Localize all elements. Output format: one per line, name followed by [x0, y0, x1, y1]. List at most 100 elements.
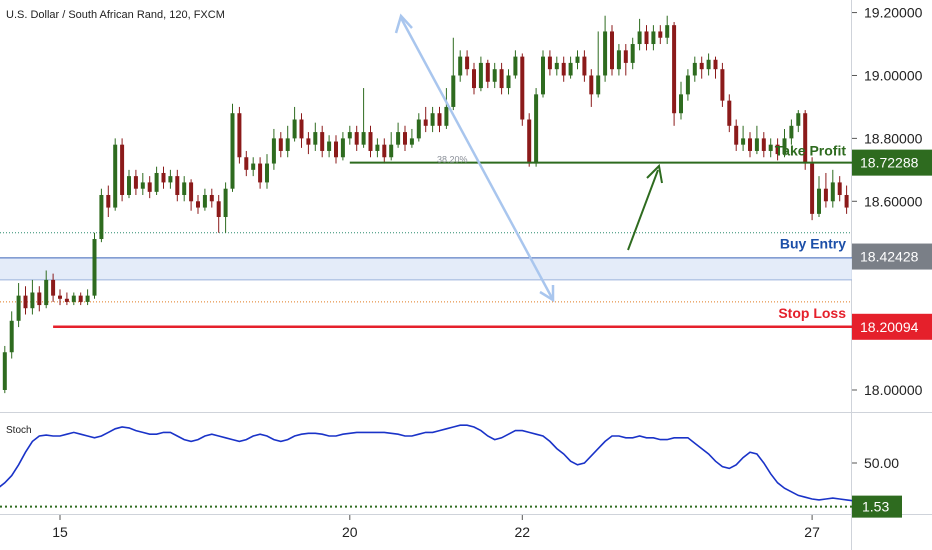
candle-body — [823, 188, 828, 202]
candle-body — [485, 62, 490, 82]
candle-body — [313, 132, 318, 145]
candle-body — [285, 138, 290, 151]
candle-body — [451, 75, 456, 107]
candle-body — [347, 132, 352, 139]
candle-body — [147, 182, 152, 192]
candle-body — [92, 239, 97, 296]
forecast-arrow[interactable] — [627, 163, 663, 251]
candle-body — [223, 188, 228, 218]
candle-body — [9, 320, 14, 353]
price-tick-label: 18.00000 — [864, 382, 923, 398]
stoch-axis: 50.00 — [852, 455, 899, 471]
candlestick-series — [2, 15, 849, 394]
candle-body — [630, 44, 635, 63]
candle-body — [644, 31, 649, 45]
candle-body — [796, 113, 801, 126]
candle-body — [775, 144, 780, 155]
candle-body — [389, 144, 394, 158]
stoch-tick-label: 50.00 — [864, 455, 899, 471]
candle-body — [202, 194, 207, 208]
stoch-label: Stoch — [6, 425, 32, 436]
stoch-line — [0, 424, 889, 507]
candle-body — [409, 138, 414, 145]
candle-body — [334, 141, 338, 158]
candle-body — [685, 75, 690, 95]
candle-body — [458, 56, 463, 76]
stop-loss-price-badge: 18.20094 — [852, 313, 932, 340]
candle-body — [265, 163, 269, 183]
candle-body — [120, 144, 125, 195]
candle-body — [734, 125, 739, 145]
candle-body — [64, 298, 69, 302]
candle-body — [499, 69, 504, 89]
take-profit-label: Take Profit — [775, 143, 847, 159]
candle-body — [472, 69, 476, 89]
svg-text:18.20094: 18.20094 — [860, 319, 919, 335]
candle-body — [554, 62, 559, 70]
candle-body — [541, 56, 545, 95]
candle-body — [623, 50, 628, 63]
candle-body — [306, 138, 311, 145]
candle-body — [810, 163, 815, 214]
time-tick-label: 22 — [515, 524, 531, 540]
candle-body — [699, 62, 704, 70]
buy-entry-zone — [0, 257, 852, 280]
candle-body — [361, 132, 366, 145]
time-tick-label: 15 — [52, 524, 68, 540]
candle-body — [382, 144, 387, 158]
svg-text:18.72288: 18.72288 — [860, 155, 919, 171]
candle-body — [368, 132, 373, 151]
candle-body — [527, 119, 532, 164]
candle-body — [375, 144, 380, 151]
candle-body — [665, 25, 670, 38]
candle-body — [603, 31, 608, 76]
candle-body — [616, 50, 621, 70]
candle-body — [271, 138, 276, 164]
candle-body — [720, 69, 725, 101]
candle-body — [520, 56, 525, 120]
candle-body — [830, 182, 835, 202]
svg-text:1.53: 1.53 — [862, 499, 889, 515]
candle-body — [534, 94, 539, 164]
candle-body — [692, 62, 697, 76]
candle-body — [575, 56, 580, 63]
candle-body — [844, 194, 849, 208]
candle-body — [582, 56, 587, 76]
candle-body — [416, 119, 421, 139]
candle-body — [299, 119, 304, 139]
price-tick-label: 18.60000 — [864, 193, 923, 209]
price-axis[interactable]: 19.20000 19.00000 18.80000 18.60000 18.00000 — [852, 5, 923, 398]
candle-body — [113, 144, 118, 208]
buy-entry-price-badge: 18.42428 — [852, 243, 932, 270]
candle-body — [292, 119, 297, 139]
candle-body — [161, 172, 166, 183]
candle-body — [189, 182, 194, 202]
candle-body — [817, 188, 821, 214]
candle-body — [637, 31, 642, 45]
candle-body — [837, 182, 842, 195]
candle-body — [196, 201, 200, 208]
candle-body — [23, 295, 28, 309]
candle-body — [216, 201, 221, 218]
stoch-value-badge: 1.53 — [852, 495, 902, 518]
candle-body — [596, 75, 601, 95]
time-tick-label: 20 — [342, 524, 358, 540]
price-tick-label: 19.00000 — [864, 67, 923, 83]
candle-body — [444, 106, 449, 126]
candle-body — [182, 182, 187, 195]
chart-title: U.S. Dollar / South African Rand, 120, F… — [6, 9, 225, 21]
price-tick-label: 19.20000 — [864, 5, 923, 21]
candle-body — [492, 69, 497, 82]
candle-body — [354, 132, 359, 145]
fib-level-label: 38.20% — [437, 155, 468, 165]
candle-body — [727, 100, 732, 126]
projection-arrow[interactable] — [394, 13, 555, 303]
candle-body — [478, 62, 483, 89]
candle-body — [789, 125, 794, 139]
candle-body — [106, 194, 111, 208]
time-axis[interactable]: 1520222729May5 — [52, 515, 932, 540]
candle-body — [506, 75, 511, 89]
candle-body — [465, 56, 470, 70]
take-profit-price-badge: 18.72288 — [852, 149, 932, 176]
